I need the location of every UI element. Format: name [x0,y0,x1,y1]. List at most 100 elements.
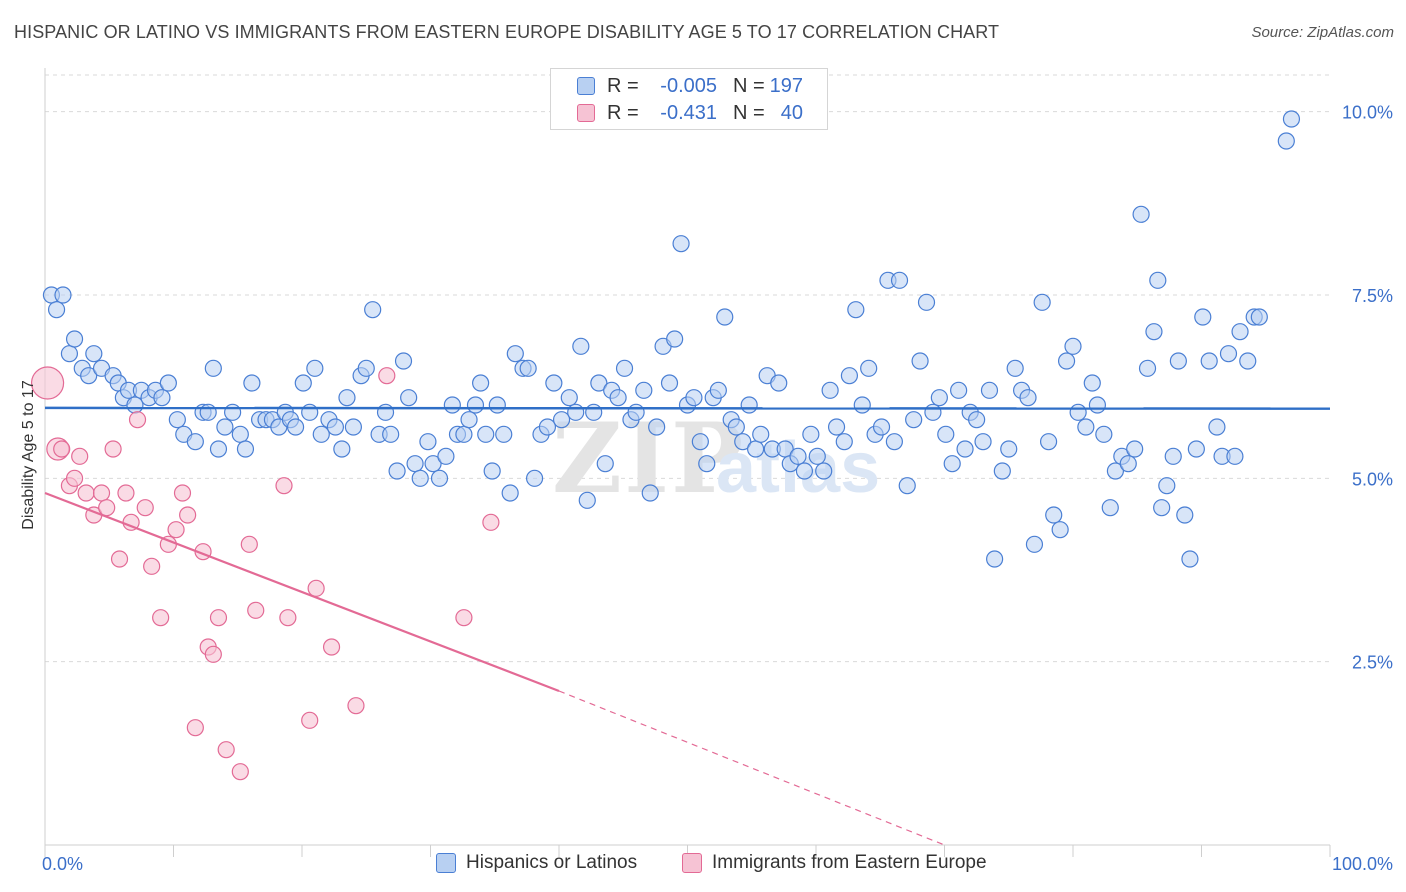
legend-item-hispanic[interactable]: Hispanics or Latinos [436,852,637,874]
legend-label: Hispanics or Latinos [466,852,638,873]
hispanic-point [552,411,571,429]
hispanic-point [306,359,324,377]
hispanic-point [545,374,563,392]
hispanic-point [1064,337,1082,355]
hispanic-point [294,374,312,392]
hispanic-point [752,425,770,443]
hispanic-point [382,425,400,443]
hispanic-point [326,418,345,436]
hispanic-point [376,403,395,421]
hispanic-point [872,418,891,436]
hispanic-point [980,381,999,399]
hispanic-point [60,345,79,363]
eastern-europe-point [104,440,122,458]
hispanic-point [1039,433,1058,451]
hispanic-point [660,374,679,392]
legend-item-eastern-europe[interactable]: Immigrants from Eastern Europe [682,852,987,874]
hispanic-point [477,425,495,443]
x-tick-label: 100.0% [1332,854,1393,874]
hispanic-point [835,433,853,451]
n-value: 40 [780,102,803,124]
hispanic-point [853,396,871,414]
eastern-europe-point [204,645,222,663]
hispanic-point [950,381,968,399]
eastern-europe-point [92,484,111,502]
hispanic-point [312,425,330,443]
hispanic-point [1158,477,1176,495]
eastern-europe-point [167,521,185,539]
hispanic-point [1045,506,1063,524]
hispanic-point [419,433,437,451]
hispanic-point [1057,352,1076,370]
hispanic-point [65,330,84,348]
eastern-europe-point [322,638,341,656]
hispanic-point [236,440,255,458]
hispanic-point [455,425,473,443]
r-label: R = [607,75,639,97]
hispanic-point [885,433,903,451]
eastern-europe-point [98,499,116,517]
y-tick-label: 10.0% [1342,103,1393,123]
eastern-europe-point [53,440,71,458]
hispanic-point [905,411,923,429]
hispanic-point [159,374,177,392]
hispanic-point [199,403,217,421]
x-tick-label: 0.0% [42,854,83,874]
hispanic-point [430,469,449,487]
eastern-europe-point [136,499,154,517]
eastern-europe-point [209,609,228,627]
hispanic-point [1069,403,1087,421]
hispanic-point [1181,550,1199,568]
hispanic-point [930,389,948,407]
hispanic-point [1101,499,1119,517]
chart-title: HISPANIC OR LATINO VS IMMIGRANTS FROM EA… [14,22,1000,42]
hispanic-point [641,484,659,502]
hispanic-point [1187,440,1205,458]
eastern-europe-point [152,609,170,627]
hispanic-point [672,235,690,253]
eastern-europe-trend-line [44,491,560,693]
hispanic-point [1226,447,1244,465]
hispanic-point [437,447,455,465]
hispanic-point [1088,396,1107,414]
hispanic-point [286,418,305,436]
hispanic-point [615,359,634,377]
gridlines [45,74,1330,663]
eastern-europe-point [117,484,135,502]
hispanic-point [538,418,557,436]
hispanic-point [1132,205,1150,223]
hispanic-point [153,389,171,407]
bottom-legend: Hispanics or Latinos Immigrants from Eas… [0,852,1406,878]
r-label: R = [607,102,639,124]
hispanic-point [698,455,716,473]
hispanic-point [1200,352,1218,370]
hispanic-point [126,396,144,414]
eastern-europe-point [455,609,473,627]
hispanic-point [789,447,807,465]
eastern-europe-point [186,719,204,737]
hispanic-point [85,345,103,363]
hispanic-point [338,389,356,407]
hispanic-point [1051,521,1069,539]
n-label: N = [733,75,765,97]
hispanic-point [937,425,955,443]
hispanic-point [1126,440,1144,458]
hispanic-point [357,359,375,377]
legend-swatch-pink [682,853,702,873]
hispanic-point [209,440,228,458]
hispanic-point [501,484,519,502]
stats-legend: R = -0.005 N = 197 R = -0.431 N = 40 [550,68,828,130]
hispanic-point [80,367,98,385]
eastern-europe-point [128,411,147,429]
hispanic-point [709,381,727,399]
hispanic-point [1083,374,1101,392]
hispanic-point [525,469,544,487]
eastern-europe-point [65,469,84,487]
hispanic-point [1282,110,1301,128]
hispanic-point [740,396,758,414]
hispanic-point [560,389,578,407]
hispanic-point [1006,359,1024,377]
hispanic-point [483,462,501,480]
hispanic-point [411,469,429,487]
hispanic-point [204,359,222,377]
